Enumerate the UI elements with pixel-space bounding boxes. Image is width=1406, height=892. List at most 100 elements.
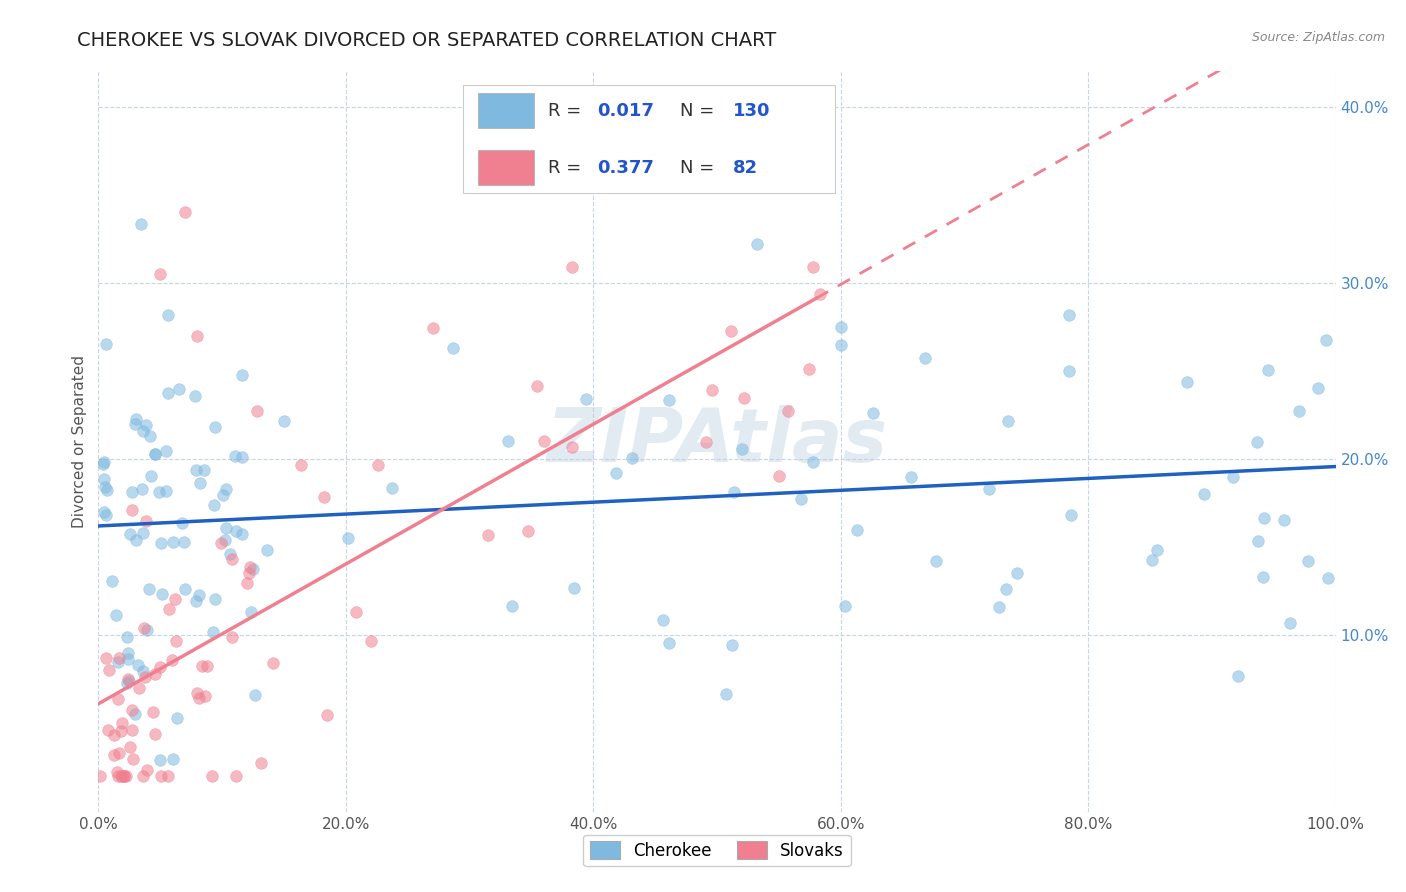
- Point: [93, 480, 115, 494]
- Point: [173, 535, 195, 549]
- Point: [662, 149, 685, 163]
- Point: [124, 706, 146, 721]
- Point: [105, 765, 128, 780]
- Point: [273, 413, 295, 427]
- Point: [149, 267, 172, 281]
- Point: [846, 524, 869, 538]
- Point: [1272, 513, 1295, 527]
- Point: [188, 588, 211, 602]
- Point: [157, 602, 180, 616]
- Point: [997, 413, 1019, 427]
- Point: [115, 769, 138, 783]
- Point: [127, 657, 149, 672]
- Point: [830, 320, 852, 334]
- Point: [120, 739, 142, 754]
- Point: [988, 599, 1011, 614]
- Point: [202, 625, 225, 640]
- Point: [224, 449, 246, 463]
- Point: [169, 383, 191, 397]
- Point: [163, 591, 186, 606]
- Text: N =: N =: [681, 159, 720, 177]
- Point: [143, 447, 166, 461]
- Text: R =: R =: [547, 159, 586, 177]
- Point: [89, 769, 111, 783]
- Point: [808, 287, 831, 301]
- Point: [107, 691, 129, 706]
- Point: [1317, 571, 1340, 585]
- Point: [150, 587, 173, 601]
- Point: [477, 528, 499, 542]
- Point: [103, 747, 125, 762]
- Point: [367, 458, 389, 472]
- Point: [121, 485, 143, 500]
- Point: [801, 260, 824, 274]
- Point: [138, 429, 160, 443]
- Point: [994, 582, 1017, 597]
- Point: [238, 566, 260, 580]
- Point: [1177, 375, 1199, 389]
- Point: [117, 630, 139, 644]
- Point: [188, 476, 211, 491]
- Point: [790, 492, 813, 507]
- Point: [149, 753, 172, 767]
- Point: [155, 483, 177, 498]
- Point: [1005, 566, 1028, 580]
- Point: [143, 666, 166, 681]
- Point: [204, 592, 226, 607]
- Point: [731, 442, 754, 457]
- Point: [186, 686, 208, 700]
- Point: [925, 554, 948, 568]
- Point: [111, 716, 134, 731]
- FancyBboxPatch shape: [464, 86, 835, 193]
- Point: [98, 663, 121, 677]
- Point: [778, 404, 800, 418]
- Point: [1247, 534, 1270, 549]
- Point: [914, 351, 936, 366]
- Point: [117, 646, 139, 660]
- Point: [162, 752, 184, 766]
- Point: [526, 379, 548, 393]
- Point: [900, 469, 922, 483]
- Point: [174, 205, 197, 219]
- Point: [186, 594, 208, 608]
- Point: [700, 383, 723, 397]
- Point: [117, 651, 139, 665]
- Point: [96, 723, 118, 737]
- Text: 82: 82: [733, 159, 758, 177]
- Point: [1308, 382, 1330, 396]
- Point: [1057, 308, 1080, 322]
- Point: [201, 769, 224, 783]
- Point: [108, 746, 131, 760]
- Point: [122, 751, 145, 765]
- Point: [768, 469, 790, 483]
- Point: [107, 655, 129, 669]
- Y-axis label: Divorced or Separated: Divorced or Separated: [72, 355, 87, 528]
- Point: [110, 769, 132, 783]
- Point: [174, 582, 197, 597]
- Point: [139, 469, 162, 483]
- Point: [131, 482, 153, 496]
- Point: [1246, 435, 1268, 450]
- Point: [121, 723, 143, 737]
- Point: [562, 582, 585, 596]
- Point: [149, 769, 172, 783]
- Point: [118, 526, 141, 541]
- Point: [184, 463, 207, 477]
- Point: [132, 525, 155, 540]
- Point: [1227, 669, 1250, 683]
- Point: [142, 706, 165, 720]
- Point: [111, 769, 134, 783]
- Point: [1253, 511, 1275, 525]
- Point: [1296, 554, 1319, 568]
- Point: [977, 483, 1000, 497]
- Point: [605, 466, 627, 480]
- Point: [91, 458, 114, 472]
- Text: 0.017: 0.017: [598, 102, 654, 120]
- Point: [165, 634, 187, 648]
- Point: [93, 505, 115, 519]
- Point: [834, 599, 856, 614]
- Point: [1251, 570, 1274, 584]
- Point: [105, 607, 128, 622]
- Point: [107, 769, 129, 783]
- Point: [100, 574, 122, 589]
